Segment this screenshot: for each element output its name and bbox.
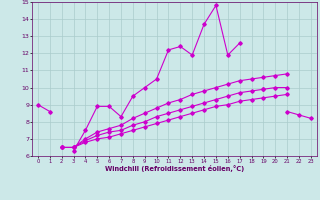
X-axis label: Windchill (Refroidissement éolien,°C): Windchill (Refroidissement éolien,°C) bbox=[105, 165, 244, 172]
